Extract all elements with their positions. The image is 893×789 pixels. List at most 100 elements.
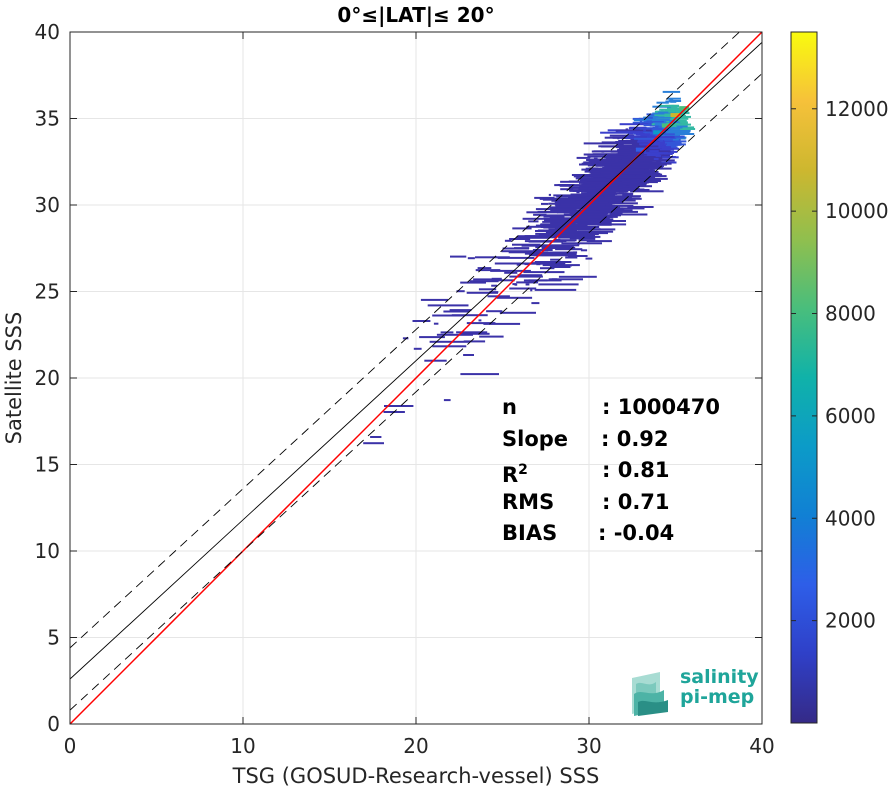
y-tick-label: 15	[35, 453, 60, 477]
density-cell	[593, 150, 626, 153]
density-cell	[509, 287, 537, 290]
density-cell	[583, 142, 619, 145]
density-cell	[585, 196, 622, 199]
density-cell	[551, 199, 590, 202]
density-cell	[594, 198, 607, 201]
density-cell	[624, 159, 647, 162]
density-cell	[370, 436, 382, 438]
density-cell	[658, 111, 669, 114]
density-cell	[627, 185, 652, 188]
density-cell	[570, 193, 588, 196]
density-cell	[573, 189, 608, 192]
density-cell	[616, 153, 641, 156]
y-tick-label: 30	[35, 193, 60, 217]
density-cell	[433, 322, 439, 325]
density-cell	[576, 191, 580, 194]
density-cell	[666, 117, 689, 120]
density-cell	[477, 267, 492, 270]
density-cell	[432, 345, 467, 348]
density-cell	[599, 222, 610, 225]
density-cell	[648, 116, 659, 119]
density-cell	[635, 127, 640, 130]
pimep-logo: salinity pi-mep	[630, 666, 760, 716]
density-cell	[671, 126, 675, 129]
density-cell	[612, 172, 645, 175]
density-cell	[553, 220, 587, 222]
density-cell	[647, 154, 660, 156]
density-cell	[610, 150, 637, 153]
density-cell	[456, 331, 488, 334]
density-cell	[509, 238, 531, 240]
density-cell	[665, 141, 682, 144]
density-cell	[475, 269, 501, 272]
stat-bias-label: BIAS	[502, 521, 558, 545]
density-cell	[601, 158, 632, 161]
density-cell	[656, 161, 677, 164]
density-cell	[486, 310, 503, 313]
density-cell	[625, 142, 630, 145]
density-cell	[600, 163, 640, 166]
density-cell	[622, 159, 635, 162]
density-cell	[602, 192, 634, 195]
y-tick-label: 25	[35, 280, 60, 304]
y-tick-label: 10	[35, 539, 60, 563]
density-cell	[491, 277, 502, 280]
density-cell	[558, 236, 584, 239]
density-core-cell	[679, 106, 690, 111]
density-cell	[552, 217, 577, 220]
density-cell	[634, 137, 658, 140]
density-cell	[573, 207, 614, 210]
density-cell	[569, 224, 581, 227]
density-cell	[533, 254, 574, 257]
density-cell	[579, 219, 590, 222]
density-cell	[607, 207, 645, 210]
density-cell	[659, 117, 672, 119]
density-cell	[443, 310, 470, 313]
density-cell	[652, 119, 663, 122]
stat-n-label: n	[502, 395, 517, 419]
density-core-cell	[653, 130, 664, 135]
density-cell	[648, 135, 658, 138]
density-cell	[599, 203, 613, 206]
stat-rms-value: : 0.71	[602, 489, 670, 514]
density-cell	[516, 263, 521, 266]
density-cell	[664, 110, 688, 113]
density-cell	[580, 249, 588, 252]
density-cell	[572, 216, 613, 218]
density-cell	[529, 236, 550, 239]
density-cell	[559, 221, 571, 224]
density-cell	[581, 236, 589, 239]
density-cell	[604, 196, 628, 199]
density-cell	[497, 256, 535, 259]
density-cell	[463, 354, 474, 356]
density-cell	[598, 169, 601, 172]
density-cell	[587, 163, 612, 166]
density-cell	[647, 174, 660, 177]
density-cell	[662, 137, 671, 140]
colorbar-tick-label: 12000	[825, 97, 889, 121]
density-cell	[536, 263, 541, 266]
density-cell	[604, 161, 640, 164]
density-cell	[664, 135, 685, 138]
density-cell	[460, 281, 486, 284]
density-cell	[384, 405, 414, 407]
density-cell	[535, 246, 540, 249]
density-cell	[609, 134, 635, 137]
density-cell	[540, 267, 555, 270]
density-cell	[599, 167, 622, 170]
density-cell	[451, 314, 488, 317]
x-axis-label: TSG (GOSUD-Research-vessel) SSS	[232, 764, 600, 788]
density-cell	[548, 193, 551, 196]
y-tick-label: 5	[47, 626, 60, 650]
density-cell	[611, 188, 618, 190]
density-cell	[542, 264, 580, 267]
wave-logo-icon	[632, 672, 668, 716]
density-cell	[587, 218, 614, 221]
density-cell	[402, 337, 409, 340]
density-cell	[525, 283, 530, 286]
density-cell	[424, 359, 447, 362]
fit-lines	[70, 32, 762, 724]
density-cell	[539, 214, 573, 217]
density-cell	[541, 202, 549, 205]
density-cell	[653, 158, 659, 160]
